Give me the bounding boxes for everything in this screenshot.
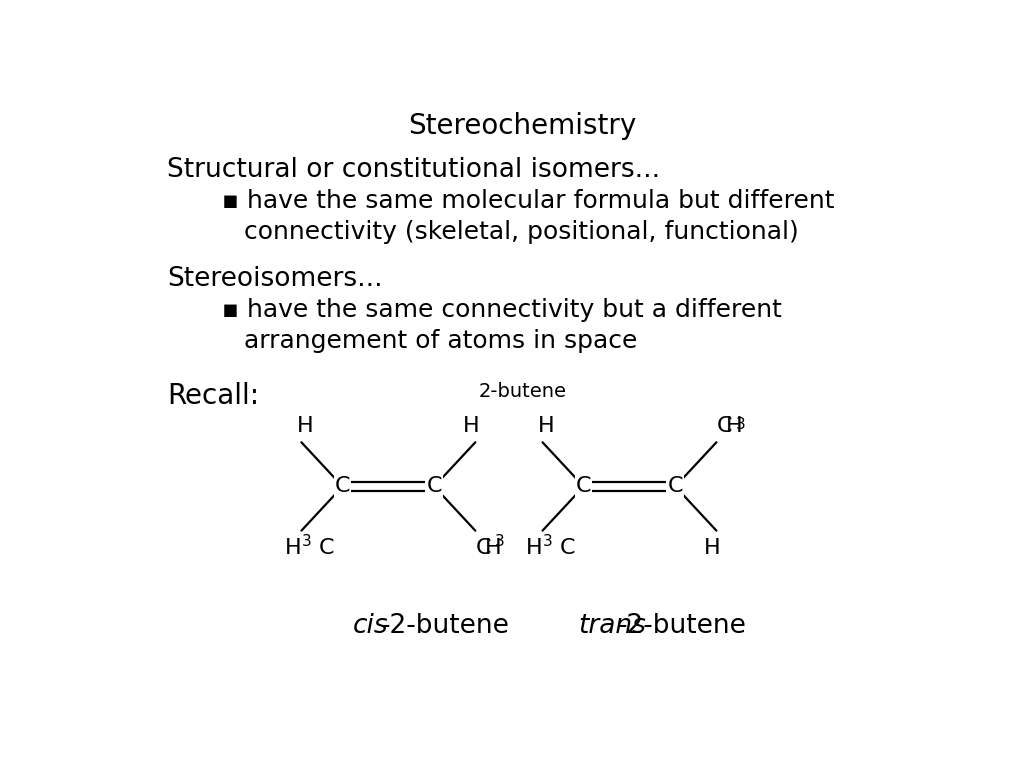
Text: H: H bbox=[526, 538, 542, 558]
Text: connectivity (skeletal, positional, functional): connectivity (skeletal, positional, func… bbox=[245, 220, 799, 244]
Text: Stereoisomers...: Stereoisomers... bbox=[167, 265, 382, 291]
Text: cis: cis bbox=[353, 613, 388, 639]
Text: H: H bbox=[703, 538, 720, 558]
Text: trans: trans bbox=[578, 613, 645, 639]
Text: ▪ have the same molecular formula but different: ▪ have the same molecular formula but di… bbox=[222, 189, 834, 213]
Text: H: H bbox=[484, 538, 501, 558]
Text: C: C bbox=[666, 477, 683, 496]
Text: arrangement of atoms in space: arrangement of atoms in space bbox=[245, 329, 637, 353]
Text: -2-butene: -2-butene bbox=[380, 613, 508, 639]
Text: H: H bbox=[284, 538, 302, 558]
Text: 3: 3 bbox=[302, 534, 311, 549]
Text: H: H bbox=[463, 416, 479, 436]
Text: 3: 3 bbox=[736, 417, 745, 431]
Text: ▪ have the same connectivity but a different: ▪ have the same connectivity but a diffe… bbox=[222, 298, 782, 322]
Text: C: C bbox=[319, 538, 334, 558]
Text: Recall:: Recall: bbox=[167, 382, 259, 409]
Text: 3: 3 bbox=[494, 534, 504, 549]
Text: H: H bbox=[726, 416, 742, 436]
Text: C: C bbox=[576, 477, 591, 496]
Text: C: C bbox=[559, 538, 575, 558]
Text: C: C bbox=[475, 538, 490, 558]
Text: -2-butene: -2-butene bbox=[618, 613, 746, 639]
Text: 2-butene: 2-butene bbox=[478, 382, 567, 401]
Text: 3: 3 bbox=[542, 534, 551, 549]
Text: Structural or constitutional isomers...: Structural or constitutional isomers... bbox=[167, 157, 659, 183]
Text: H: H bbox=[297, 416, 314, 436]
Text: C: C bbox=[334, 477, 350, 496]
Text: C: C bbox=[715, 416, 732, 436]
Text: H: H bbox=[538, 416, 554, 436]
Text: Stereochemistry: Stereochemistry bbox=[409, 112, 636, 141]
Text: C: C bbox=[426, 477, 441, 496]
